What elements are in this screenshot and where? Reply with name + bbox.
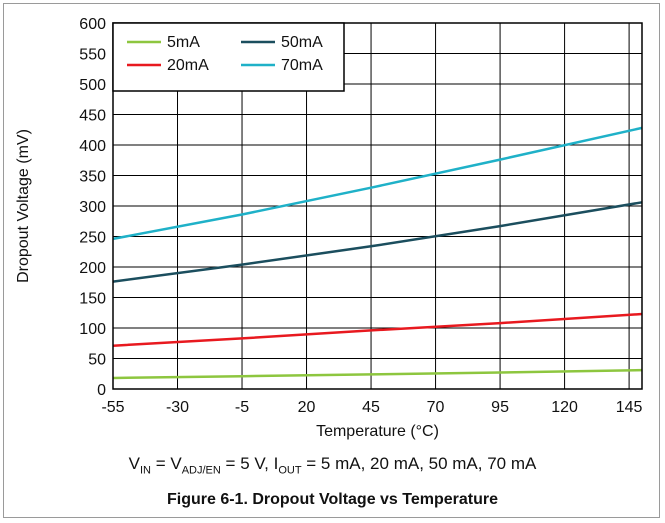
cond-iout: = 5 V, I (220, 454, 279, 473)
test-conditions: VIN = VADJ/EN = 5 V, IOUT = 5 mA, 20 mA,… (0, 454, 665, 476)
series-layer (112, 126, 643, 380)
series-line-50mA (112, 201, 643, 283)
y-tick-label: 50 (88, 352, 106, 369)
y-tick-label: 0 (97, 382, 106, 399)
x-tick-label: 45 (362, 399, 380, 416)
x-axis-label: Temperature (°C) (316, 423, 439, 440)
y-tick-label: 600 (79, 16, 106, 33)
y-axis-label: Dropout Voltage (mV) (15, 129, 32, 283)
series-line-70mA (112, 126, 643, 241)
y-tick-label: 500 (79, 77, 106, 94)
y-tick-label: 200 (79, 260, 106, 277)
x-tick-label: 95 (491, 399, 509, 416)
legend-label-70mA: 70mA (281, 57, 323, 74)
y-tick-label: 100 (79, 321, 106, 338)
x-tick-label: 145 (616, 399, 643, 416)
legend-label-5mA: 5mA (167, 34, 200, 51)
x-tick-label: -55 (101, 399, 124, 416)
y-tick-label: 350 (79, 169, 106, 186)
cond-vadj: = V (150, 454, 182, 473)
y-tick-label: 450 (79, 108, 106, 125)
y-tick-labels: 0 50 100 150 200 250 300 350 400 450 500 550 600 (79, 16, 106, 399)
y-tick-label: 150 (79, 291, 106, 308)
legend-label-50mA: 50mA (281, 34, 323, 51)
y-tick-label: 550 (79, 47, 106, 64)
cond-vin-sub: IN (139, 464, 151, 477)
cond-iout-sub: OUT (278, 464, 302, 477)
plot-border (112, 22, 643, 390)
x-tick-label: 120 (551, 399, 578, 416)
cond-vin: V (128, 454, 140, 473)
x-tick-label: 70 (427, 399, 445, 416)
y-tick-label: 400 (79, 138, 106, 155)
x-tick-label: 20 (298, 399, 316, 416)
legend-box (112, 22, 345, 92)
y-tick-label: 300 (79, 199, 106, 216)
y-tick-label: 250 (79, 230, 106, 247)
legend-label-20mA: 20mA (167, 57, 209, 74)
figure-caption: Figure 6-1. Dropout Voltage vs Temperatu… (166, 491, 499, 508)
x-tick-labels: -55 -30 -5 20 45 70 95 120 145 (101, 399, 642, 416)
cond-vadj-sub: ADJ/EN (181, 464, 221, 477)
cond-rest: = 5 mA, 20 mA, 50 mA, 70 mA (301, 454, 537, 473)
series-line-20mA (112, 312, 643, 347)
x-tick-label: -30 (166, 399, 189, 416)
x-tick-label: -5 (235, 399, 249, 416)
series-line-5mA (112, 368, 643, 380)
legend: 5mA 20mA 50mA 70mA (112, 22, 345, 92)
